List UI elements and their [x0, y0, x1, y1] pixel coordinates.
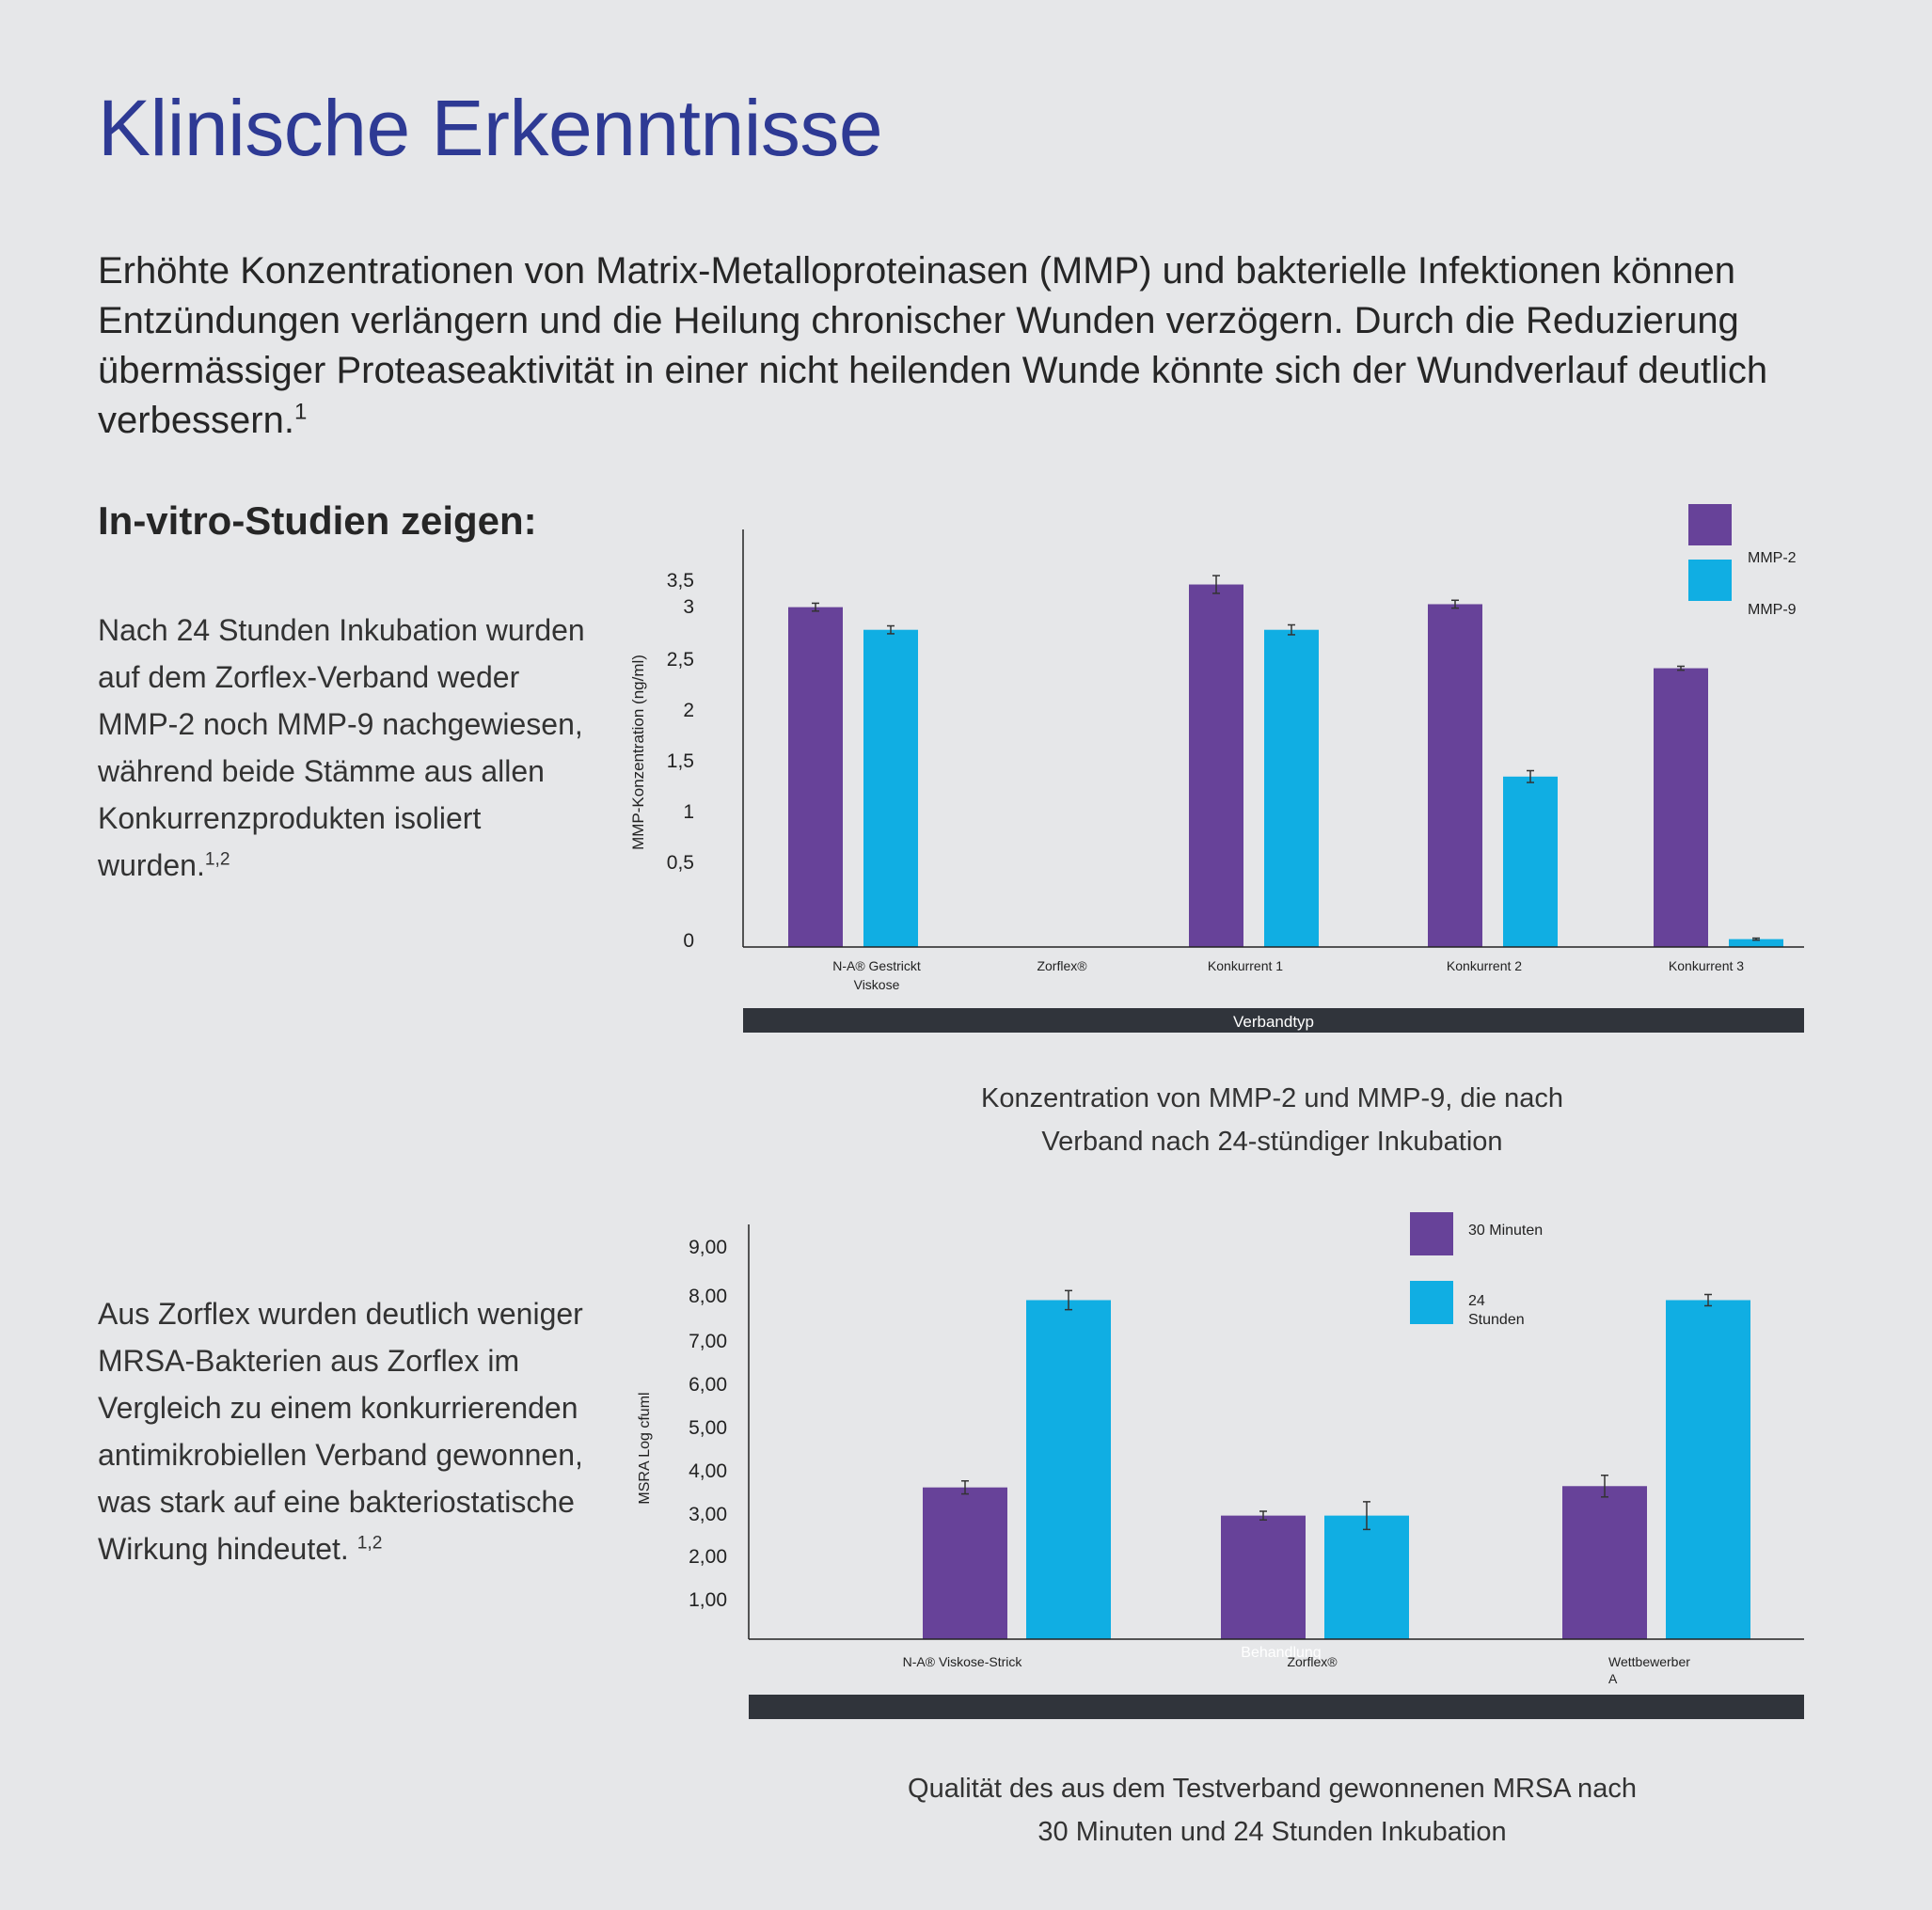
y-tick-label: 2,00 — [689, 1546, 727, 1568]
legend-swatch-24-stunden — [1410, 1281, 1453, 1324]
bar-mmp-2-2 — [1189, 584, 1243, 947]
mrsa-finding-text: Aus Zorflex wurden deutlich weniger MRSA… — [98, 1297, 583, 1566]
x-tick-label-line: N-A® Viskose-Strick — [903, 1654, 1023, 1669]
x-tick-label-line: Zorflex® — [1287, 1654, 1338, 1669]
y-tick-label: 3,5 — [667, 570, 694, 592]
x-tick-label: Zorflex® — [1037, 958, 1087, 973]
x-tick-label-line: Konkurrent 3 — [1669, 958, 1744, 973]
legend-swatch-mmp-9 — [1688, 560, 1732, 601]
x-tick-label: Konkurrent 3 — [1669, 958, 1744, 973]
legend-label-30-minuten: 30 Minuten — [1468, 1223, 1543, 1239]
bar-mmp-9-4 — [1729, 939, 1783, 947]
y-tick-label: 2 — [683, 700, 694, 721]
bar-mmp-2-3 — [1428, 604, 1482, 947]
bar-mmp-9-2 — [1264, 629, 1319, 947]
error-bar — [1065, 1289, 1072, 1311]
bar-mmp-2-0 — [788, 607, 843, 947]
x-axis-label: Verbandtyp — [1233, 1013, 1314, 1031]
error-bar — [961, 1479, 969, 1495]
y-axis-label: MSRA Log cfuml — [637, 1392, 653, 1504]
mmp-finding-text: Nach 24 Stunden Inkubation wurden auf de… — [98, 613, 585, 882]
x-tick-label: N-A® Gestrickt Viskose — [832, 958, 921, 992]
bar-mmp-2-4 — [1654, 668, 1708, 947]
legend-label-24-stunden: 24 Stunden — [1468, 1293, 1525, 1328]
bar-mmp-9-3 — [1503, 776, 1558, 947]
x-axis-title-bar — [749, 1695, 1804, 1719]
intro-footnote-ref: 1 — [293, 399, 308, 425]
mrsa-chart-caption: Qualität des aus dem Testverband gewonne… — [847, 1767, 1698, 1854]
bar-mmp-9-0 — [863, 629, 918, 947]
x-tick-label: Konkurrent 2 — [1447, 958, 1522, 973]
error-bar — [1288, 624, 1295, 636]
legend-swatch-mmp-2 — [1688, 504, 1732, 545]
y-tick-label: 1,5 — [667, 750, 694, 772]
bar-24-stunden-0 — [1026, 1300, 1111, 1639]
bar-30-minuten-0 — [923, 1487, 1007, 1639]
y-tick-label: 5,00 — [689, 1417, 727, 1439]
mrsa-caption-line-1: Qualität des aus dem Testverband gewonne… — [908, 1774, 1637, 1804]
x-tick-label: Wettbewerber A — [1608, 1654, 1690, 1686]
y-tick-label: 0 — [683, 930, 694, 952]
y-tick-label: 4,00 — [689, 1460, 727, 1482]
mmp-finding-paragraph: Nach 24 Stunden Inkubation wurden auf de… — [98, 607, 587, 889]
y-tick-label: 3,00 — [689, 1504, 727, 1525]
error-bar — [1363, 1501, 1370, 1531]
error-bar — [1212, 575, 1220, 594]
page-title: Klinische Erkenntnisse — [98, 84, 883, 172]
error-bar — [1451, 599, 1459, 609]
mrsa-caption-line-2: 30 Minuten und 24 Stunden Inkubation — [1037, 1817, 1507, 1847]
y-tick-label: 1 — [683, 801, 694, 823]
x-tick-label: Zorflex® — [1287, 1654, 1338, 1669]
error-bar — [1259, 1510, 1267, 1521]
mrsa-footnote-ref: 1,2 — [356, 1533, 383, 1554]
x-tick-label-line: Konkurrent 1 — [1208, 958, 1283, 973]
legend-label-line: Stunden — [1468, 1312, 1525, 1328]
x-tick-label-line: Wettbewerber — [1608, 1654, 1690, 1669]
intro-paragraph: Erhöhte Konzentrationen von Matrix-Metal… — [98, 246, 1885, 446]
y-tick-label: 1,00 — [689, 1589, 727, 1611]
error-bar — [1677, 665, 1685, 671]
x-tick-label-line: A — [1608, 1671, 1618, 1686]
y-axis-label: MMP-Konzentration (ng/ml) — [629, 655, 647, 850]
x-tick-label: Konkurrent 1 — [1208, 958, 1283, 973]
mmp-footnote-ref: 1,2 — [204, 849, 230, 870]
y-tick-label: 2,5 — [667, 649, 694, 671]
intro-text: Erhöhte Konzentrationen von Matrix-Metal… — [98, 250, 1768, 441]
y-tick-label: 6,00 — [689, 1374, 727, 1396]
error-bar — [1704, 1293, 1712, 1307]
mmp-caption-line-2: Verband nach 24-stündiger Inkubation — [1041, 1127, 1503, 1157]
bar-24-stunden-2 — [1666, 1300, 1750, 1639]
mrsa-finding-paragraph: Aus Zorflex wurden deutlich weniger MRSA… — [98, 1290, 587, 1572]
legend-swatch-30-minuten — [1410, 1212, 1453, 1255]
x-axis-label: Behandlung — [1241, 1645, 1321, 1661]
error-bar — [812, 602, 819, 612]
legend-label-mmp-9: MMP-9 — [1748, 602, 1797, 618]
x-axis-title-bar — [743, 1008, 1804, 1033]
error-bar — [887, 624, 895, 635]
error-bar — [1752, 937, 1760, 941]
y-tick-label: 7,00 — [689, 1331, 727, 1352]
legend-label-line: 24 — [1468, 1293, 1485, 1309]
section-subheading: In-vitro-Studien zeigen: — [98, 498, 537, 543]
x-tick-label-line: Viskose — [854, 977, 900, 992]
bar-24-stunden-1 — [1324, 1515, 1409, 1639]
error-bar — [1601, 1474, 1608, 1498]
y-tick-label: 0,5 — [667, 852, 694, 874]
y-tick-label: 9,00 — [689, 1237, 727, 1258]
x-tick-label-line: N-A® Gestrickt — [832, 958, 921, 973]
legend-label-mmp-2: MMP-2 — [1748, 550, 1797, 566]
legend-label-line: 30 Minuten — [1468, 1223, 1543, 1239]
x-tick-label-line: Zorflex® — [1037, 958, 1087, 973]
bar-30-minuten-2 — [1562, 1486, 1647, 1639]
y-tick-label: 8,00 — [689, 1286, 727, 1307]
mmp-caption-line-1: Konzentration von MMP-2 und MMP-9, die n… — [981, 1083, 1563, 1113]
x-tick-label: N-A® Viskose-Strick — [903, 1654, 1023, 1669]
mmp-chart-caption: Konzentration von MMP-2 und MMP-9, die n… — [894, 1077, 1651, 1163]
bar-30-minuten-1 — [1221, 1515, 1306, 1639]
x-tick-label-line: Konkurrent 2 — [1447, 958, 1522, 973]
error-bar — [1527, 769, 1534, 783]
y-tick-label: 3 — [683, 596, 694, 618]
